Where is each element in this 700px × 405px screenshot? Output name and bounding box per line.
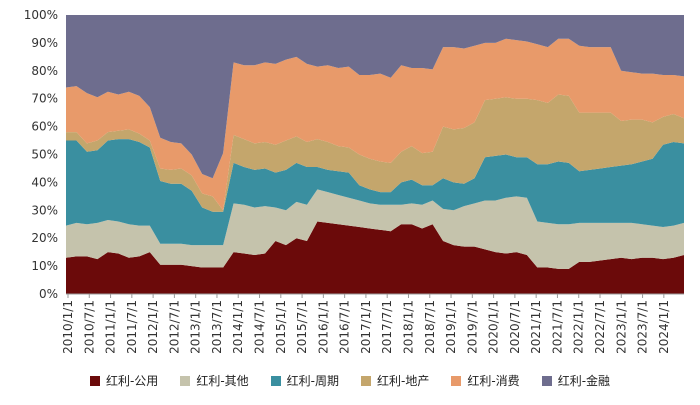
- x-tick-label: 2022/1/1: [572, 300, 586, 354]
- legend-label: 红利-消费: [467, 374, 520, 388]
- y-tick-label: 70%: [31, 92, 58, 106]
- x-tick-label: 2013/1/1: [189, 300, 203, 354]
- x-tick-label: 2020/1/1: [487, 300, 501, 354]
- legend-item: 红利-地产: [361, 372, 429, 389]
- legend-swatch: [361, 375, 371, 386]
- legend-label: 红利-公用: [105, 374, 159, 388]
- x-tick-label: 2016/1/1: [316, 300, 330, 354]
- x-tick-label: 2020/7/1: [508, 300, 522, 354]
- x-tick-label: 2011/1/1: [104, 300, 118, 354]
- x-tick-label: 2024/1/1: [657, 300, 671, 354]
- x-tick-label: 2013/7/1: [210, 300, 224, 354]
- x-tick-label: 2018/7/1: [423, 300, 437, 354]
- y-tick-label: 80%: [31, 64, 58, 78]
- y-tick-label: 10%: [31, 259, 58, 273]
- y-tick-label: 40%: [31, 175, 58, 189]
- x-tick-label: 2023/1/1: [614, 300, 628, 354]
- legend-swatch: [451, 375, 462, 386]
- area-series-3: [66, 139, 684, 246]
- x-tick-label: 2014/1/1: [231, 300, 245, 354]
- x-tick-label: 2017/1/1: [359, 300, 373, 354]
- y-tick-label: 0%: [39, 287, 58, 301]
- x-tick-label: 2017/7/1: [380, 300, 394, 354]
- x-tick-label: 2022/7/1: [593, 300, 607, 354]
- area-series-5: [66, 38, 684, 211]
- legend-item: 红利-公用: [89, 372, 159, 389]
- y-tick-label: 50%: [31, 148, 58, 162]
- legend-item: 红利-周期: [270, 372, 339, 389]
- x-tick-label: 2015/1/1: [274, 300, 288, 354]
- legend-label: 红利-地产: [377, 374, 430, 388]
- legend-item: 红利-金融: [541, 372, 611, 389]
- legend-swatch: [541, 375, 552, 386]
- x-tick-label: 2021/7/1: [550, 300, 564, 354]
- x-tick-label: 2012/1/1: [146, 300, 160, 354]
- legend-label: 红利-其他: [196, 374, 249, 388]
- y-tick-label: 30%: [31, 203, 58, 217]
- area-series-4: [66, 94, 684, 212]
- x-tick-label: 2012/7/1: [167, 300, 181, 354]
- y-tick-label: 90%: [31, 36, 58, 50]
- area-series-1: [66, 221, 684, 294]
- x-tick-label: 2015/7/1: [295, 300, 309, 354]
- y-tick-label: 60%: [31, 120, 58, 134]
- area-series-6: [66, 15, 684, 179]
- x-tick-label: 2023/7/1: [636, 300, 650, 354]
- x-tick-label: 2021/1/1: [529, 300, 543, 354]
- area-series-2: [66, 189, 684, 269]
- y-tick-label: 20%: [31, 231, 58, 245]
- x-tick-label: 2019/1/1: [444, 300, 458, 354]
- x-tick-label: 2010/1/1: [61, 300, 75, 354]
- legend-label: 红利-周期: [286, 374, 339, 388]
- legend-label: 红利-金融: [557, 374, 611, 388]
- legend-item: 红利-其他: [180, 372, 249, 389]
- x-tick-label: 2019/7/1: [465, 300, 479, 354]
- x-tick-label: 2010/7/1: [82, 300, 96, 354]
- y-tick-label: 100%: [24, 8, 58, 22]
- x-tick-label: 2016/7/1: [338, 300, 352, 354]
- x-tick-label: 2011/7/1: [125, 300, 139, 354]
- x-tick-label: 2018/1/1: [401, 300, 415, 354]
- legend-swatch: [180, 375, 191, 386]
- chart-legend: 红利-公用 红利-其他 红利-周期 红利-地产 红利-消费 红利-金融: [0, 372, 700, 389]
- x-tick-label: 2014/7/1: [253, 300, 267, 354]
- legend-item: 红利-消费: [451, 372, 520, 389]
- legend-swatch: [270, 375, 281, 386]
- legend-swatch: [89, 375, 100, 386]
